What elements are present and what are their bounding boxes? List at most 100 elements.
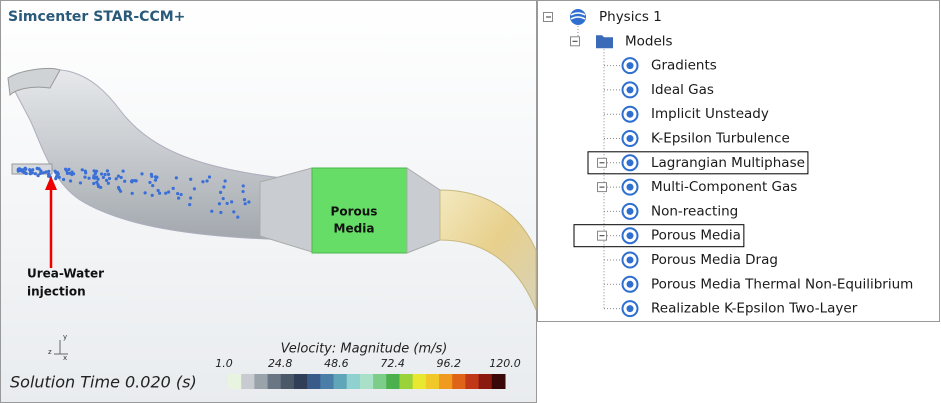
particle [21, 170, 25, 174]
particle [99, 185, 103, 189]
model-icon-core [626, 62, 634, 70]
porous-label: Media [334, 222, 375, 236]
particle [119, 175, 123, 180]
model-icon-core [626, 86, 634, 94]
particle [192, 187, 197, 191]
particle [70, 170, 74, 174]
injection-label: injection [27, 285, 86, 299]
tree-item[interactable]: Gradients [651, 58, 717, 74]
particle [92, 169, 96, 173]
particle [80, 168, 84, 172]
colorbar-tick-label: 1.0 [215, 357, 233, 370]
colorbar-swatch [399, 374, 414, 389]
axis-label: y [63, 333, 67, 341]
colorbar-swatch [465, 374, 480, 389]
particle [225, 201, 229, 206]
colorbar-swatch [307, 374, 321, 389]
particle [65, 169, 69, 173]
tree-folder[interactable]: Models [625, 33, 673, 49]
particle [130, 180, 134, 184]
particle [33, 172, 38, 176]
colorbar-swatch [478, 374, 493, 389]
particle [96, 177, 100, 181]
particle [156, 188, 160, 193]
tree-item[interactable]: Multi-Component Gas [651, 179, 797, 195]
model-icon-core [626, 232, 634, 240]
particle [84, 171, 88, 175]
particle [57, 175, 61, 179]
particle [116, 174, 121, 178]
particle [143, 191, 147, 195]
tree-item[interactable]: Porous Media [651, 228, 741, 244]
tree-item[interactable]: Lagrangian Multiphase [651, 155, 805, 171]
colorbar-swatch [439, 374, 453, 389]
particle [94, 169, 99, 173]
model-icon-core [626, 256, 634, 264]
colorbar-title: Velocity: Magnitude (m/s) [281, 342, 448, 357]
model-icon-core [626, 159, 634, 167]
tree-item[interactable]: Non-reacting [651, 203, 738, 219]
particle [153, 178, 158, 182]
colorbar-swatch [491, 374, 506, 389]
particle [47, 172, 51, 176]
particle [62, 177, 66, 182]
particle [164, 191, 168, 195]
model-icon-core [626, 135, 634, 142]
particle [101, 175, 105, 179]
particle [155, 175, 159, 179]
tree-panel: Physics 1 Models Gradients Ideal Gas Implici… [537, 0, 940, 322]
particle [56, 170, 60, 175]
particle [242, 198, 247, 202]
particle [201, 180, 205, 184]
particle [174, 176, 178, 180]
colorbar-swatch [320, 374, 335, 389]
model-icon-core [626, 305, 634, 313]
particle [54, 177, 58, 181]
particle [207, 175, 212, 179]
particle [189, 177, 193, 181]
injection-label: Urea-Water [27, 267, 104, 281]
particle [232, 210, 236, 214]
colorbar: 1.0 24.8 48.6 72.4 96.2 120.0 [215, 357, 521, 389]
particle [95, 180, 99, 184]
tree-item[interactable]: K-Epsilon Turbulence [651, 131, 790, 147]
colorbar-tick-label: 48.6 [324, 357, 349, 370]
particle [230, 200, 234, 204]
porous-block [311, 167, 408, 254]
particle [68, 171, 72, 175]
particle [130, 191, 134, 195]
tree-item[interactable]: Porous Media Drag [651, 252, 778, 268]
colorbar-swatch [267, 374, 282, 389]
tree-root[interactable]: Physics 1 [599, 9, 662, 25]
particle [31, 168, 35, 172]
particle [56, 173, 60, 177]
particle [44, 170, 48, 174]
particle [222, 185, 226, 189]
particle [123, 179, 127, 183]
particle [106, 172, 111, 176]
particle [35, 166, 39, 171]
particle [150, 193, 154, 197]
particle [47, 169, 51, 173]
particle [210, 209, 214, 213]
particle [167, 190, 171, 194]
colorbar-swatch [359, 374, 374, 389]
colorbar-swatch [452, 374, 466, 389]
tree-item[interactable]: Ideal Gas [651, 82, 714, 98]
tree-item[interactable]: Implicit Unsteady [651, 106, 769, 122]
colorbar-swatch [333, 374, 348, 389]
tree-item[interactable]: Porous Media Thermal Non-Equilibrium [651, 276, 913, 292]
particle [241, 184, 245, 188]
particle [87, 176, 91, 180]
particle [179, 192, 183, 197]
arrow-head [45, 176, 57, 190]
colorbar-swatch [228, 374, 242, 389]
solution-time: Solution Time 0.020 (s) [10, 373, 197, 392]
model-icon-core [626, 207, 634, 215]
model-icon-core [626, 280, 634, 288]
colorbar-swatch [293, 374, 308, 389]
colorbar-swatch [254, 374, 269, 389]
tree-item[interactable]: Realizable K-Epsilon Two-Layer [651, 301, 858, 317]
